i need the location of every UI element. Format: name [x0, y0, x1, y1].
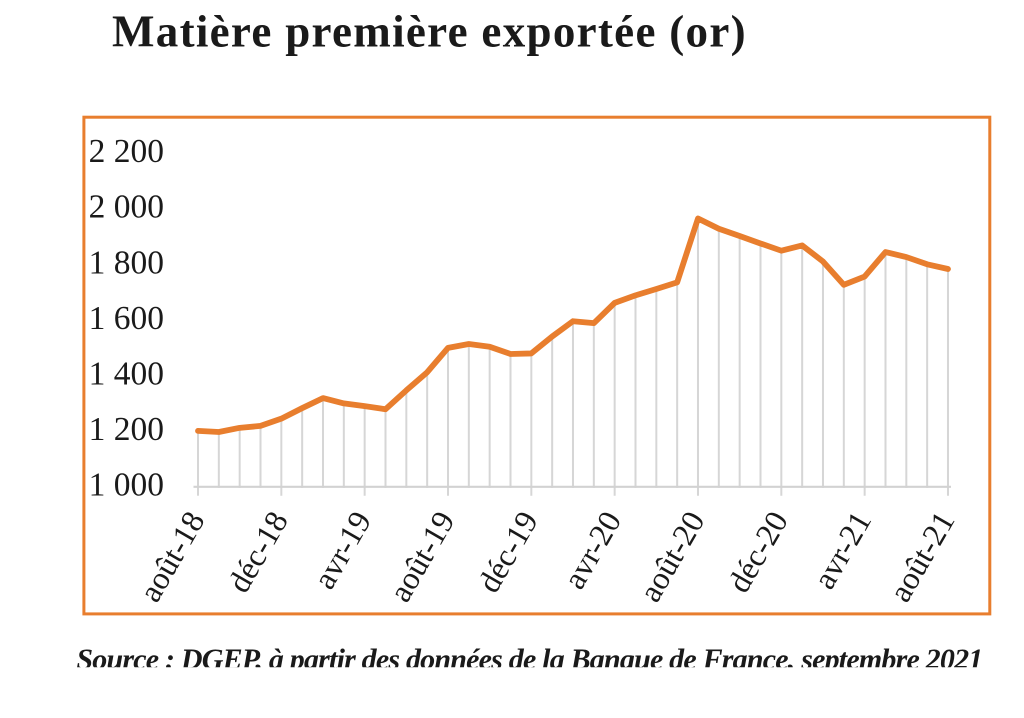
svg-text:avr-19: avr-19: [306, 505, 379, 595]
svg-text:août-19: août-19: [382, 505, 462, 608]
svg-text:déc-19: déc-19: [470, 505, 545, 598]
svg-text:déc-20: déc-20: [720, 505, 795, 598]
svg-text:août-21: août-21: [882, 505, 962, 608]
svg-text:2 200: 2 200: [89, 133, 164, 170]
svg-text:Matière première exportée (or): Matière première exportée (or): [112, 7, 747, 57]
svg-text:déc-18: déc-18: [220, 505, 295, 598]
svg-text:Source : DGEP, à partir des do: Source : DGEP, à partir des données de l…: [76, 643, 982, 676]
svg-text:août-20: août-20: [632, 505, 712, 608]
svg-text:1 200: 1 200: [89, 411, 164, 448]
svg-text:1 000: 1 000: [89, 466, 164, 503]
svg-text:avr-20: avr-20: [556, 505, 629, 595]
svg-text:2 000: 2 000: [89, 189, 164, 226]
svg-text:avr-21: avr-21: [806, 505, 879, 595]
svg-text:1 600: 1 600: [89, 300, 164, 337]
svg-text:août-18: août-18: [132, 505, 212, 608]
svg-text:1 400: 1 400: [89, 355, 164, 392]
svg-text:1 800: 1 800: [89, 244, 164, 281]
